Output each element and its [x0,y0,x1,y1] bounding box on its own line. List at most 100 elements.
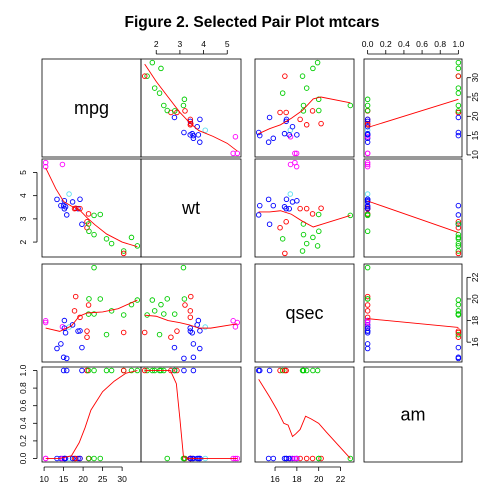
data-point [364,293,371,300]
tick-label: 0.4 [18,417,28,429]
data-point [234,150,241,157]
diagonal-label-am: am [400,405,425,425]
data-point [71,308,78,314]
data-point [309,211,316,217]
data-point [158,65,164,72]
data-point [364,159,371,166]
data-point [77,314,83,321]
smooth-line-wt-vs-qsec [258,210,351,228]
data-point [255,212,262,218]
data-point [289,123,296,130]
panel-frame [41,158,142,258]
data-point [309,455,316,462]
data-point [297,116,303,123]
data-point [364,228,371,235]
data-point [455,73,462,79]
data-point [364,345,371,352]
data-point [300,367,307,374]
data-point [282,250,288,257]
data-point [455,59,462,66]
tick-label: 20 [78,474,88,484]
tick-label: 30 [117,474,127,484]
data-point [187,314,194,321]
data-point [85,302,92,308]
tick-label: 0.6 [416,39,428,49]
data-point [455,329,462,336]
data-point [364,302,371,308]
data-point [300,102,307,109]
data-point [364,341,371,347]
data-point [455,344,462,351]
data-point [91,212,97,219]
data-point [294,132,300,138]
data-point [72,293,79,300]
data-point [86,228,92,235]
data-point [149,59,156,66]
data-point [364,325,371,331]
panel-wt-vs-wt: wt [140,158,242,258]
data-point [120,248,127,254]
data-point [171,311,178,317]
data-point [257,367,263,374]
panel-frame [254,58,355,158]
data-point [181,296,188,302]
data-point [232,134,239,140]
data-point [303,205,310,212]
tick-label: 0.2 [18,435,28,447]
data-point [303,122,310,128]
data-point [299,248,306,254]
diagonal-label-wt: wt [181,198,200,218]
data-point [79,221,85,227]
data-point [266,221,273,227]
tick-label: 18 [470,316,480,326]
panel-frame [254,263,355,363]
panel-am-vs-am: am [363,366,463,463]
data-point [79,367,85,374]
data-point [315,96,322,103]
data-point [42,318,49,324]
tick-label: 22 [470,272,480,282]
data-point [364,139,371,145]
data-point [187,116,194,123]
data-point [91,455,97,462]
data-point [316,455,322,462]
data-point [286,206,292,212]
data-point [108,367,115,374]
tick-label: 25 [98,474,108,484]
panel-frame [41,366,142,463]
data-point [197,116,203,123]
data-point [455,243,462,249]
data-point [79,344,85,351]
data-point [364,314,371,321]
data-point [120,312,127,318]
data-point [62,330,69,336]
x-axis-mpg-bottom: 10 15 20 25 30 [39,466,127,484]
data-point [42,319,49,326]
data-point [54,196,60,203]
data-point [297,205,303,212]
panel-mpg-vs-am [363,58,463,158]
data-point [314,59,321,66]
data-point [310,234,316,241]
data-point [303,455,310,462]
panel-qsec-vs-mpg [41,263,142,363]
data-point [455,236,462,242]
data-point [294,198,300,204]
data-point [364,150,371,157]
data-point [197,345,203,352]
tick-label: 10 [39,474,49,484]
data-point [316,107,322,114]
data-point [190,132,197,139]
panel-frame [363,58,463,158]
data-point [84,328,90,334]
panel-frame [140,58,242,158]
data-point [282,367,288,374]
data-point [144,73,150,79]
data-point [181,367,187,374]
data-point [364,163,371,170]
data-point [318,120,324,127]
data-point [149,297,156,303]
panel-am-vs-wt [140,366,242,463]
data-point [190,367,197,374]
data-point [287,161,294,168]
